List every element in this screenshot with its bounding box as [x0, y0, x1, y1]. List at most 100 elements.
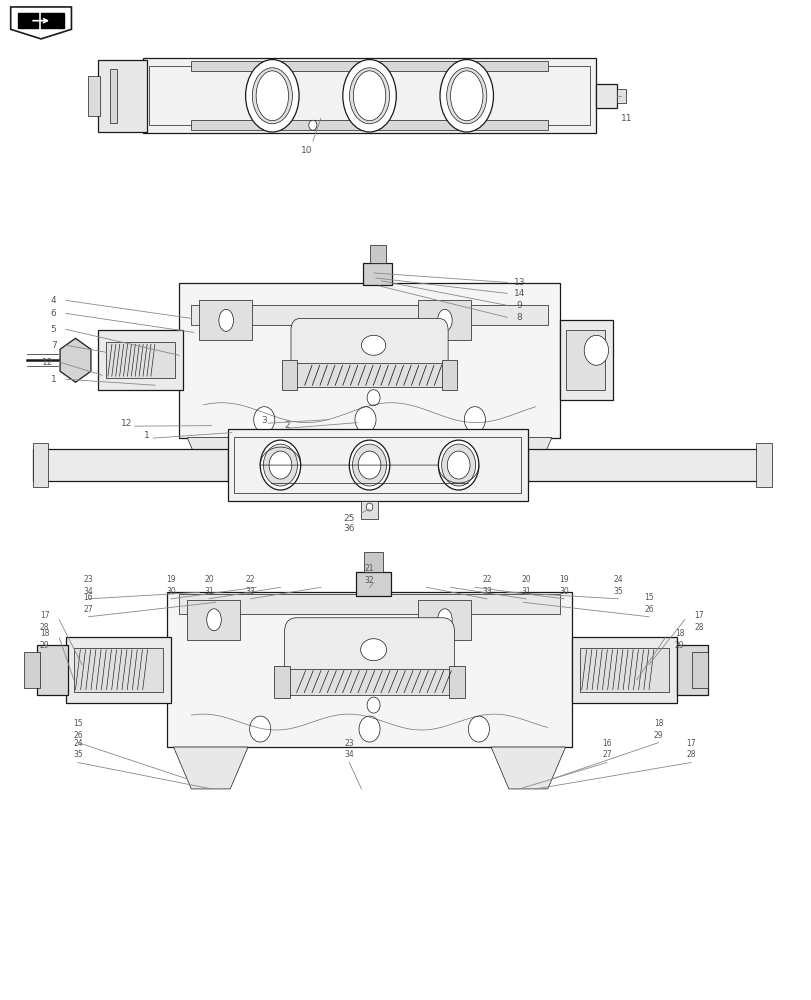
- Bar: [442, 360, 457, 390]
- Bar: [98, 330, 183, 390]
- Polygon shape: [60, 338, 91, 382]
- Polygon shape: [187, 438, 255, 476]
- Text: 29: 29: [40, 641, 49, 650]
- Text: 18: 18: [674, 629, 684, 638]
- Bar: [566, 330, 604, 390]
- Bar: [191, 120, 547, 130]
- Text: 30: 30: [559, 587, 569, 596]
- Ellipse shape: [255, 71, 288, 121]
- Text: 34: 34: [344, 750, 354, 759]
- Text: 29: 29: [674, 641, 684, 650]
- Bar: [595, 84, 616, 108]
- Text: 6: 6: [51, 309, 57, 318]
- Text: 16: 16: [84, 593, 93, 602]
- Text: 17: 17: [685, 739, 695, 748]
- Ellipse shape: [437, 609, 452, 631]
- Circle shape: [358, 451, 380, 479]
- Text: 23: 23: [84, 575, 93, 584]
- Text: 17: 17: [693, 611, 703, 620]
- Bar: [200, 300, 251, 340]
- Bar: [33, 443, 48, 487]
- Text: 2: 2: [284, 421, 290, 430]
- Ellipse shape: [440, 60, 493, 132]
- Bar: [191, 61, 547, 71]
- Text: 7: 7: [51, 341, 57, 350]
- Circle shape: [367, 390, 380, 406]
- Text: 36: 36: [343, 524, 354, 533]
- Bar: [187, 600, 239, 640]
- Text: 31: 31: [204, 587, 214, 596]
- Text: 25: 25: [343, 514, 354, 523]
- Bar: [363, 263, 392, 285]
- Bar: [234, 437, 521, 493]
- Text: 12: 12: [121, 419, 132, 428]
- Ellipse shape: [207, 609, 221, 631]
- Text: 1: 1: [51, 375, 57, 384]
- Bar: [691, 652, 707, 688]
- Text: 31: 31: [521, 587, 530, 596]
- Bar: [579, 648, 668, 692]
- Bar: [572, 637, 676, 703]
- Text: 18: 18: [40, 629, 49, 638]
- Bar: [33, 449, 228, 481]
- Bar: [110, 69, 117, 123]
- Text: 27: 27: [601, 750, 611, 759]
- Bar: [527, 449, 770, 481]
- Text: 13: 13: [513, 278, 525, 287]
- Bar: [98, 60, 147, 132]
- Text: 20: 20: [521, 575, 530, 584]
- Text: 32: 32: [364, 576, 374, 585]
- Bar: [276, 669, 462, 695]
- Ellipse shape: [342, 60, 396, 132]
- Text: 3: 3: [261, 416, 267, 425]
- Bar: [755, 443, 771, 487]
- Bar: [24, 652, 40, 688]
- Circle shape: [441, 444, 475, 486]
- Ellipse shape: [450, 71, 483, 121]
- Text: 5: 5: [51, 325, 57, 334]
- Text: 14: 14: [513, 289, 525, 298]
- Ellipse shape: [252, 68, 292, 124]
- Text: 21: 21: [364, 564, 374, 573]
- Text: 28: 28: [40, 623, 49, 632]
- Bar: [281, 360, 296, 390]
- Ellipse shape: [437, 309, 452, 331]
- Text: 35: 35: [612, 587, 622, 596]
- Circle shape: [464, 407, 485, 433]
- Text: 10: 10: [300, 146, 311, 155]
- Text: 34: 34: [84, 587, 93, 596]
- Circle shape: [366, 503, 372, 511]
- Polygon shape: [483, 438, 551, 476]
- Text: 17: 17: [40, 611, 49, 620]
- Bar: [37, 645, 68, 695]
- Bar: [167, 592, 572, 747]
- Text: 35: 35: [73, 750, 83, 759]
- Text: 19: 19: [166, 575, 176, 584]
- Circle shape: [253, 407, 274, 433]
- Text: 26: 26: [73, 731, 83, 740]
- Ellipse shape: [446, 68, 487, 124]
- Circle shape: [268, 451, 291, 479]
- Bar: [273, 666, 290, 698]
- Circle shape: [468, 716, 489, 742]
- Text: 29: 29: [653, 731, 663, 740]
- Polygon shape: [18, 13, 38, 28]
- Bar: [361, 501, 377, 519]
- Text: 22: 22: [482, 575, 491, 584]
- Bar: [284, 363, 454, 387]
- Bar: [560, 320, 611, 400]
- Polygon shape: [491, 747, 565, 789]
- Circle shape: [263, 444, 297, 486]
- Bar: [228, 429, 527, 501]
- FancyBboxPatch shape: [284, 618, 454, 690]
- Text: 22: 22: [246, 575, 255, 584]
- Bar: [179, 283, 560, 438]
- Ellipse shape: [360, 639, 386, 661]
- Circle shape: [447, 451, 470, 479]
- Polygon shape: [174, 747, 247, 789]
- Polygon shape: [11, 7, 71, 39]
- Text: 15: 15: [643, 593, 653, 602]
- Text: 16: 16: [601, 739, 611, 748]
- Circle shape: [438, 440, 478, 490]
- Text: 18: 18: [653, 719, 663, 728]
